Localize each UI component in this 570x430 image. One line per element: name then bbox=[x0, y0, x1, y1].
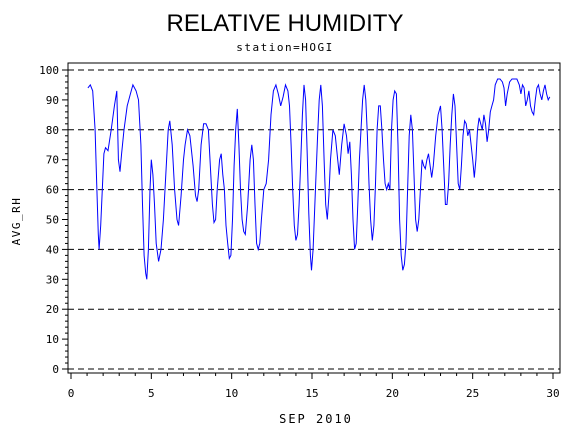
chart-subtitle: station=HOGI bbox=[236, 41, 333, 54]
x-tick-label: 30 bbox=[546, 387, 559, 400]
y-axis-label: AVG_RH bbox=[10, 197, 23, 246]
y-tick-label: 70 bbox=[46, 154, 59, 167]
x-tick-label: 5 bbox=[148, 387, 155, 400]
y-tick-label: 50 bbox=[46, 214, 59, 227]
x-tick-label: 0 bbox=[68, 387, 75, 400]
y-tick-label: 20 bbox=[46, 303, 59, 316]
x-axis: 0 5 10 15 20 25 30 bbox=[68, 373, 560, 400]
x-tick-label: 20 bbox=[386, 387, 399, 400]
y-tick-label: 0 bbox=[52, 363, 59, 376]
x-tick-label: 10 bbox=[225, 387, 238, 400]
y-tick-label: 40 bbox=[46, 243, 59, 256]
y-tick-label: 30 bbox=[46, 273, 59, 286]
plot-frame bbox=[67, 62, 561, 374]
y-tick-label: 10 bbox=[46, 333, 59, 346]
y-tick-label: 60 bbox=[46, 184, 59, 197]
y-tick-label: 80 bbox=[46, 124, 59, 137]
chart-title: RELATIVE HUMIDITY bbox=[167, 10, 404, 37]
x-tick-label: 15 bbox=[305, 387, 318, 400]
humidity-series-line bbox=[87, 78, 551, 280]
y-tick-label: 100 bbox=[39, 64, 59, 77]
y-tick-label: 90 bbox=[46, 94, 59, 107]
x-axis-label: SEP 2010 bbox=[279, 412, 353, 426]
y-axis: 0 10 20 30 40 50 60 70 80 90 100 bbox=[39, 64, 68, 376]
x-tick-label: 25 bbox=[466, 387, 479, 400]
